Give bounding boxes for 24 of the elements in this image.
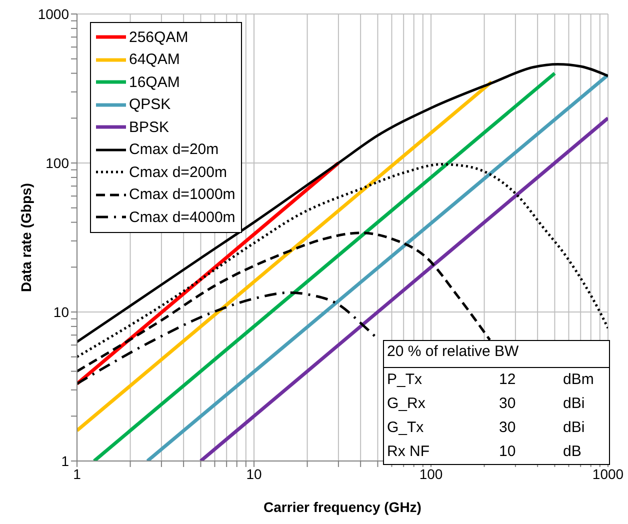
text: Rx NF 10 dB xyxy=(387,443,582,460)
text: G_Tx 30 dBi xyxy=(387,419,585,436)
legend-label: Cmax d=20m xyxy=(129,141,219,158)
legend-label: 64QAM xyxy=(129,51,180,68)
x-axis-title: Carrier frequency (GHz) xyxy=(264,499,422,515)
legend-label: Cmax d=1000m xyxy=(129,186,236,204)
x-tick-label: 10 xyxy=(246,466,262,482)
text: P_Tx 12 dBm xyxy=(387,371,594,388)
y-axis-title: Data rate (Gbps) xyxy=(18,183,34,292)
y-tick-label: 1000 xyxy=(38,6,70,22)
x-tick-label: 100 xyxy=(419,466,443,482)
legend-label: Cmax d=200m xyxy=(129,164,227,181)
y-tick-label: 1 xyxy=(61,452,70,469)
legend-label: BPSK xyxy=(129,118,170,136)
x-tick-label: 1000 xyxy=(592,466,624,482)
annotation: 20 % of relative BW xyxy=(384,341,609,368)
legend-label: Cmax d=4000m xyxy=(129,208,236,226)
legend-label: QPSK xyxy=(129,96,171,114)
x-tick-label: 1 xyxy=(73,466,82,482)
legend-label: 16QAM xyxy=(129,74,180,91)
y-tick-label: 10 xyxy=(53,304,70,320)
text: G_Rx 30 dBi xyxy=(387,395,585,412)
y-tick-label: 100 xyxy=(46,154,70,171)
legend-label: 256QAM xyxy=(129,28,188,46)
